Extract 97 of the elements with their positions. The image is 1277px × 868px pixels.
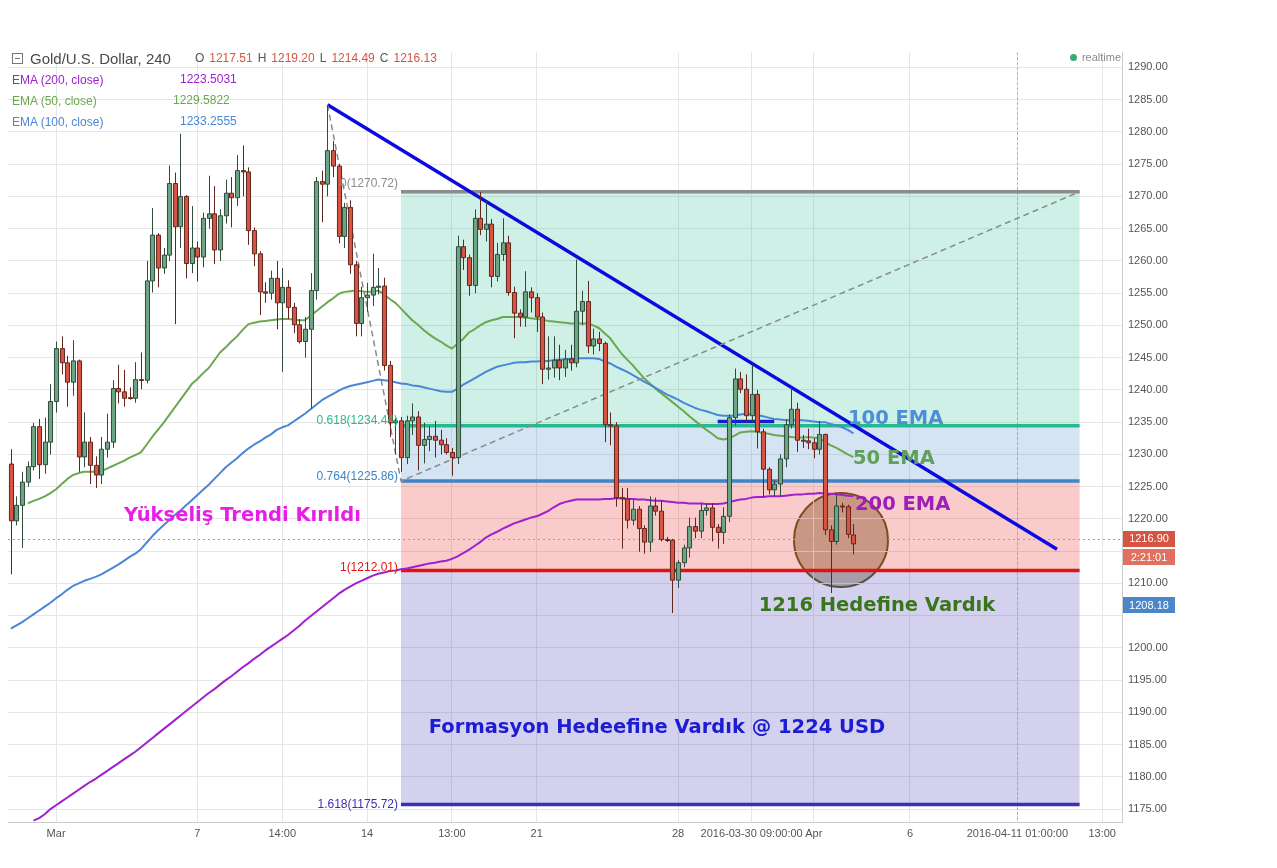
y-tick-label: 1240.00: [1128, 382, 1168, 395]
candlestick: [455, 235, 462, 465]
x-tick-label: 21: [530, 826, 543, 839]
y-tick-label: 1235.00: [1128, 415, 1168, 428]
candlestick: [132, 361, 139, 404]
candlestick: [8, 448, 15, 575]
candlestick: [522, 270, 529, 328]
annotation: 1.618(1175.72): [317, 796, 398, 812]
candlestick: [415, 410, 422, 472]
candlestick: [692, 517, 699, 539]
annotation: 1233.2555: [180, 113, 237, 129]
candlestick: [228, 176, 235, 228]
candlestick: [816, 420, 823, 455]
candlestick: [279, 267, 286, 373]
text: 1208.18: [1129, 598, 1169, 613]
candlestick: [70, 339, 77, 397]
candlestick: [398, 416, 405, 473]
candlestick: [568, 344, 575, 372]
candlestick: [421, 422, 428, 464]
chart-subtitle: O 1217.51 H 1219.20 L 1214.49 C 1216.13: [194, 51, 437, 65]
ref-line-label: 1216.90: [1129, 532, 1169, 545]
annotation: 1229.5822: [173, 92, 230, 108]
y-tick-label: 1245.00: [1128, 350, 1168, 363]
y-tick-label: 1195.00: [1128, 673, 1167, 686]
annotation: realtime: [1081, 51, 1121, 65]
candlestick: [698, 502, 705, 539]
x-tick-label: 13:00: [438, 826, 466, 839]
candlestick: [211, 185, 218, 265]
candlestick: [472, 208, 479, 294]
annotation: 1216 Hedefine Vardık: [758, 593, 996, 617]
y-tick-label: 1200.00: [1128, 640, 1168, 653]
candlestick: [155, 232, 162, 288]
candlestick: [189, 205, 196, 274]
y-tick-label: 1220.00: [1128, 511, 1168, 524]
candlestick: [76, 359, 83, 473]
candlestick: [630, 499, 637, 526]
text: EMA (50, close): [12, 93, 97, 108]
candlestick: [36, 418, 43, 480]
candlestick: [647, 495, 654, 553]
candlestick: [177, 133, 184, 249]
y-tick-label: 1225.00: [1128, 479, 1168, 492]
candlestick: [483, 200, 490, 243]
annotation: 100 EMA: [848, 406, 944, 430]
candlestick: [556, 344, 563, 381]
candlestick: [488, 218, 495, 288]
x-tick-label: 6: [906, 826, 914, 839]
annotation: 1(1212.01): [339, 559, 398, 575]
y-tick-label: 1280.00: [1128, 124, 1168, 137]
text: 2:21:01: [1130, 550, 1168, 565]
candlestick: [234, 154, 241, 207]
x-tick-label: Apr: [805, 826, 823, 839]
x-tick-label: 28: [671, 826, 685, 839]
candlestick: [833, 493, 840, 546]
candlestick: [562, 349, 569, 378]
y-tick-label: 1270.00: [1128, 189, 1168, 202]
candlestick: [669, 538, 676, 614]
x-tick-label: 13:00: [1088, 826, 1116, 839]
y-tick-label: 1285.00: [1128, 92, 1168, 105]
x-tick-label: 14:00: [268, 826, 297, 839]
y-tick-label: 1180.00: [1128, 769, 1167, 782]
candlestick: [477, 191, 484, 236]
candlestick: [172, 172, 179, 325]
candlestick: [585, 280, 592, 354]
candlestick: [81, 411, 88, 468]
y-tick-label: 1175.00: [1128, 802, 1167, 815]
text: EMA (100, close): [12, 114, 104, 129]
x-tick-label: 14: [360, 826, 374, 839]
annotation: Formasyon Hedeefine Vardık @ 1224 USD: [428, 715, 886, 739]
x-tick-label: 2016-04-11 01:00:00: [966, 826, 1069, 839]
x-tick-label: 7: [194, 826, 201, 839]
y-tick-label: 1190.00: [1128, 705, 1167, 718]
candlestick: [138, 351, 145, 390]
chart-title: Gold/U.S. Dollar, 240: [30, 49, 171, 67]
y-tick-label: 1185.00: [1128, 737, 1167, 750]
y-tick-label: 1260.00: [1128, 253, 1168, 266]
y-tick-label: 1250.00: [1128, 318, 1168, 331]
y-tick-label: 1230.00: [1128, 447, 1168, 460]
y-tick-label: 1275.00: [1128, 157, 1168, 170]
text: EMA (200, close): [12, 72, 104, 87]
x-tick-label: Mar: [46, 826, 66, 839]
annotation: 1223.5031: [180, 71, 237, 87]
candlestick: [319, 170, 326, 223]
annotation: 0.764(1225.86): [316, 468, 398, 484]
candlestick: [194, 241, 201, 283]
candlestick: [183, 194, 190, 279]
candlestick: [590, 328, 597, 355]
x-tick-label: 2016-03-30 09:00:00: [700, 826, 803, 839]
y-tick-label: 1255.00: [1128, 286, 1168, 299]
candlestick: [749, 364, 756, 423]
candlestick: [274, 260, 281, 330]
y-tick-label: 1290.00: [1128, 60, 1168, 73]
y-tick-label: 1210.00: [1128, 576, 1168, 589]
candlestick: [324, 104, 331, 197]
candlestick: [268, 270, 275, 301]
y-tick-label: 1265.00: [1128, 221, 1168, 234]
candlestick: [636, 505, 643, 553]
candlestick: [341, 202, 348, 249]
